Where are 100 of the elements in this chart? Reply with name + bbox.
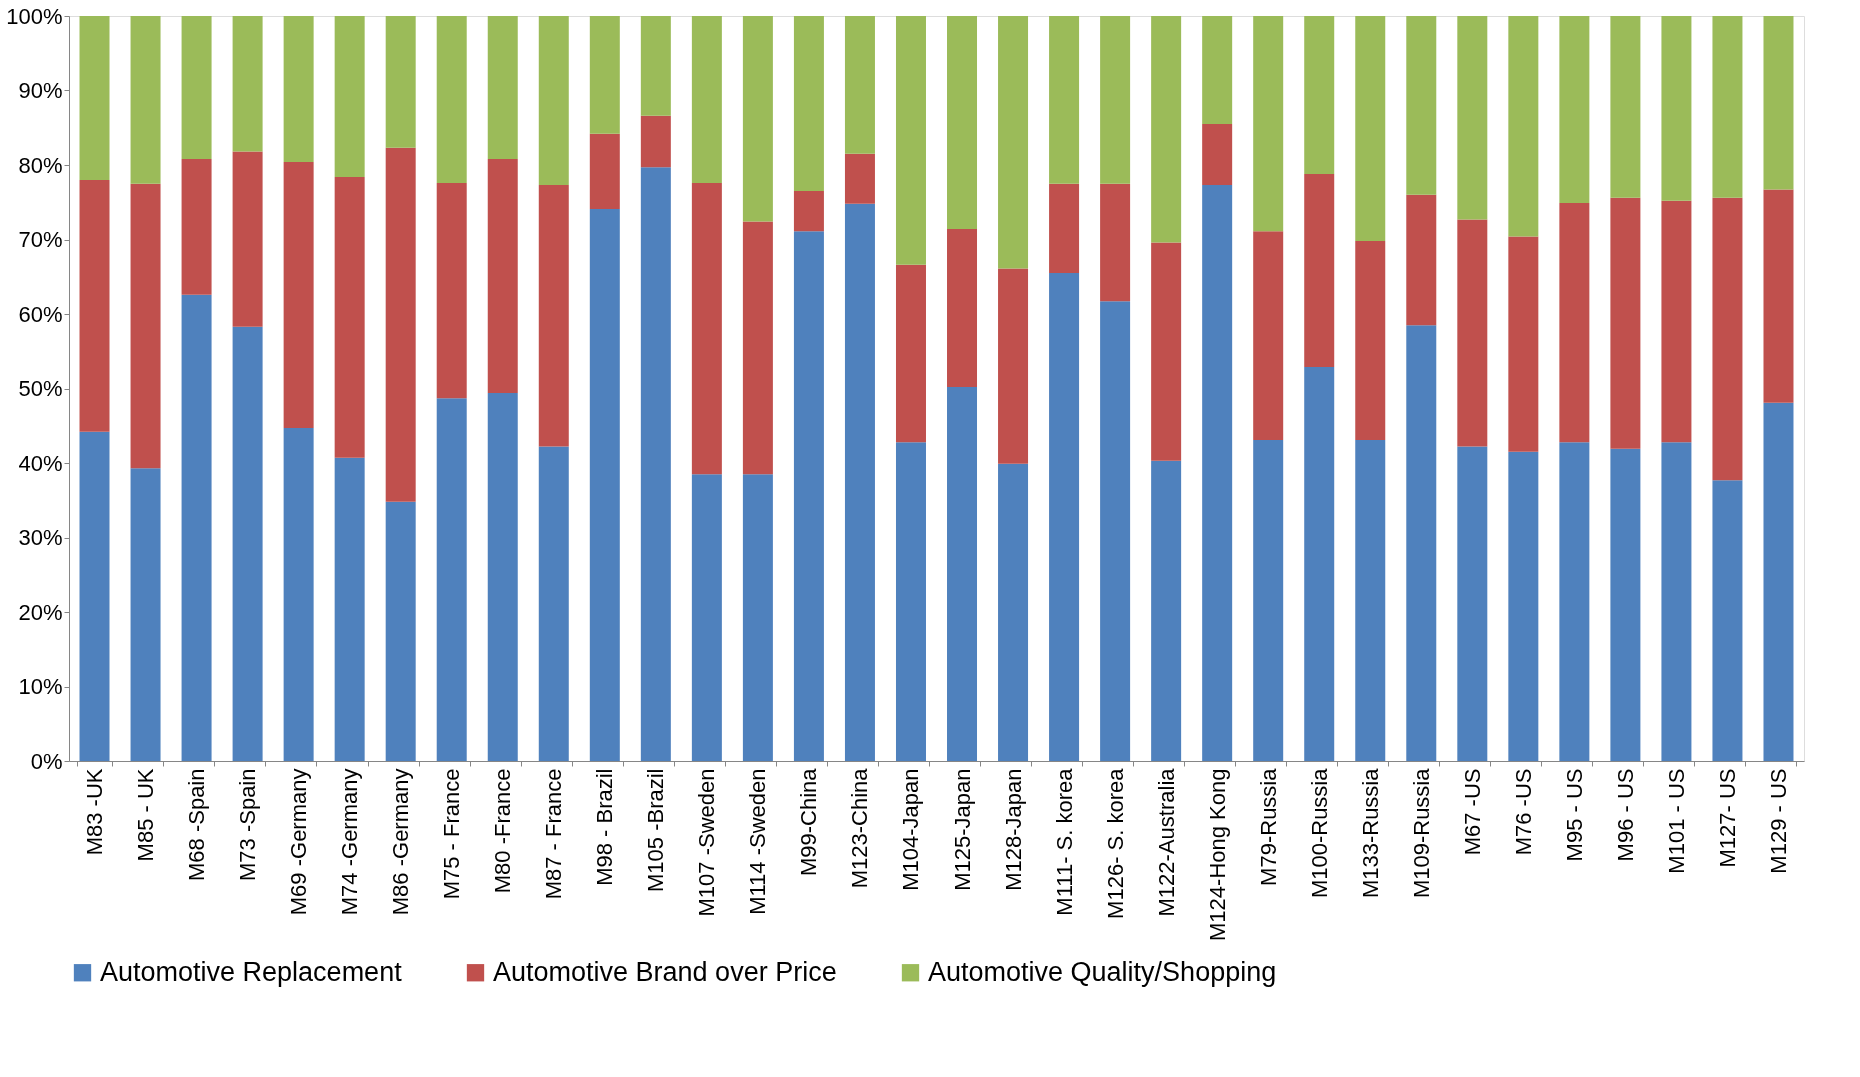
- bar: [130, 468, 161, 761]
- bar: [1304, 16, 1335, 174]
- x-tick-label: M99-China: [796, 767, 822, 877]
- bar: [793, 16, 824, 192]
- bar: [385, 16, 416, 148]
- bar: [538, 185, 569, 447]
- bar: [1457, 16, 1488, 220]
- bar: [1304, 173, 1335, 367]
- bar: [232, 16, 263, 152]
- x-tick-label: M98 - Brazil: [592, 768, 618, 886]
- bar: [1253, 231, 1284, 440]
- x-tick-label: M123-China: [847, 767, 873, 889]
- bar: [947, 229, 978, 388]
- x-tick-label: M128-Japan: [1000, 768, 1026, 891]
- bar: [385, 501, 416, 761]
- bar: [1202, 16, 1233, 125]
- bar: [538, 16, 569, 186]
- x-tick-label: M67 -US: [1459, 768, 1485, 856]
- bar: [436, 16, 467, 183]
- bar: [947, 387, 978, 761]
- bar: [436, 398, 467, 761]
- bar: [895, 16, 926, 265]
- bar: [640, 115, 671, 168]
- x-tick-label: M124-Hong Kong: [1204, 768, 1230, 941]
- bar: [1712, 480, 1743, 761]
- bar: [334, 176, 365, 458]
- x-tick-label: M80 -France: [490, 768, 516, 894]
- x-tick-label: M101 - US: [1663, 768, 1689, 874]
- bar: [487, 16, 518, 160]
- x-tick-label: M125-Japan: [949, 768, 975, 891]
- y-tick-label: 50%: [18, 376, 63, 401]
- bar: [1049, 16, 1080, 184]
- bar: [436, 182, 467, 399]
- x-tick-label: M75 - France: [439, 768, 465, 900]
- bar: [640, 16, 671, 116]
- x-tick-label: M111- S. korea: [1051, 767, 1077, 916]
- x-tick-label: M73 -Spain: [235, 768, 261, 882]
- bar: [1406, 194, 1437, 326]
- bar: [1151, 242, 1182, 461]
- bar: [1559, 202, 1590, 443]
- bar: [1508, 236, 1539, 452]
- y-tick-label: 30%: [18, 525, 63, 550]
- bar: [691, 16, 722, 183]
- bar: [130, 183, 161, 469]
- bar: [1049, 273, 1080, 761]
- bar: [998, 16, 1029, 269]
- bar: [1253, 439, 1284, 761]
- bar: [1559, 442, 1590, 761]
- bar: [1355, 439, 1386, 761]
- bar: [181, 16, 212, 160]
- bar: [1253, 16, 1284, 232]
- bar: [181, 159, 212, 295]
- bar: [283, 162, 314, 428]
- bar: [691, 474, 722, 761]
- bar: [1151, 460, 1182, 761]
- x-tick-label: M114 -Sweden: [745, 768, 771, 915]
- bar: [1355, 240, 1386, 440]
- bar: [895, 264, 926, 443]
- x-tick-label: M126- S. korea: [1102, 767, 1128, 919]
- bar: [691, 182, 722, 475]
- bar: [1100, 183, 1131, 302]
- x-tick-label: M79-Russia: [1255, 767, 1281, 886]
- bar: [998, 463, 1029, 761]
- bar: [947, 16, 978, 230]
- bar: [640, 167, 671, 761]
- bar: [1661, 200, 1692, 443]
- bar: [79, 431, 110, 761]
- bar: [1457, 446, 1488, 761]
- bar: [1661, 442, 1692, 761]
- bar: [1202, 185, 1233, 761]
- bar: [844, 153, 875, 204]
- bar: [1304, 366, 1335, 761]
- bar: [538, 446, 569, 761]
- bar: [1763, 402, 1794, 761]
- bar: [1406, 16, 1437, 195]
- bar: [1100, 16, 1131, 184]
- bar: [181, 294, 212, 761]
- bar: [1202, 124, 1233, 186]
- legend-label: Automotive Quality/Shopping: [928, 956, 1277, 987]
- bar: [130, 16, 161, 184]
- x-tick-label: M76 -US: [1510, 768, 1536, 856]
- bar: [998, 268, 1029, 464]
- x-tick-label: M74 -Germany: [337, 768, 363, 916]
- bar: [1457, 219, 1488, 447]
- bar: [334, 457, 365, 761]
- x-tick-label: M133-Russia: [1357, 767, 1383, 899]
- bar: [283, 16, 314, 163]
- bar: [1610, 448, 1641, 761]
- bar: [1661, 16, 1692, 201]
- y-tick-label: 0%: [30, 748, 63, 774]
- bar: [79, 16, 110, 180]
- x-tick-label: M85 - UK: [133, 768, 159, 862]
- bar: [589, 133, 620, 209]
- x-tick-label: M87 - France: [541, 768, 567, 900]
- bar: [1151, 16, 1182, 243]
- x-tick-label: M83 -UK: [82, 768, 108, 856]
- x-tick-label: M96 - US: [1612, 768, 1638, 862]
- bar: [1100, 301, 1131, 761]
- y-tick-label: 60%: [18, 301, 63, 327]
- x-tick-label: M69 -Germany: [286, 768, 312, 916]
